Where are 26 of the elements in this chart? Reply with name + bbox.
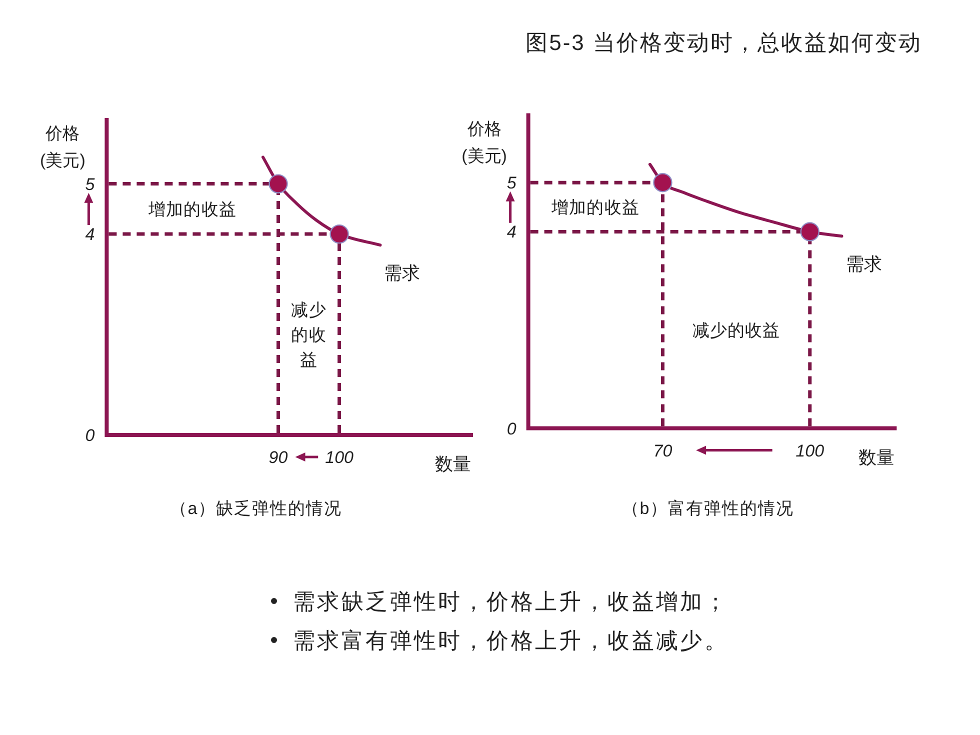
- series-label: 需求: [384, 263, 420, 284]
- line-series: [261, 156, 382, 247]
- y-tick-label: 4: [85, 224, 95, 244]
- text: 需求缺乏弹性时，价格上升，收益增加；: [293, 588, 729, 614]
- y-axis-title: 价格(美元): [40, 124, 86, 170]
- text: 图5-3 当价格变动时，总收益如何变动: [526, 30, 922, 54]
- text: （a）缺乏弹性的情况: [170, 498, 342, 518]
- y-tick-label: 5: [85, 174, 96, 194]
- y-tick-label: 4: [506, 222, 516, 242]
- x-axis-title: 数量: [435, 454, 471, 474]
- annotation: 减少的收益: [692, 320, 780, 340]
- annotation: 增加的收益: [147, 199, 236, 218]
- x-tick-label: 70: [653, 440, 673, 460]
- x-tick-label: 90: [268, 448, 288, 466]
- y-tick-label: 0: [85, 426, 96, 444]
- x-axis-title: 数量: [858, 447, 895, 468]
- annotation: 减少的收益: [291, 300, 326, 370]
- y-axis-title: 价格(美元): [462, 118, 507, 165]
- series-label: 需求: [846, 254, 882, 274]
- y-tick-label: 0: [506, 418, 517, 438]
- text: （b）富有弹性的情况: [622, 498, 794, 518]
- text: 需求富有弹性时，价格上升，收益减少。: [293, 628, 729, 652]
- x-tick-label: 100: [325, 448, 354, 466]
- x-tick-label: 100: [796, 440, 825, 460]
- annotation: 增加的收益: [550, 198, 640, 217]
- y-tick-label: 5: [506, 173, 517, 192]
